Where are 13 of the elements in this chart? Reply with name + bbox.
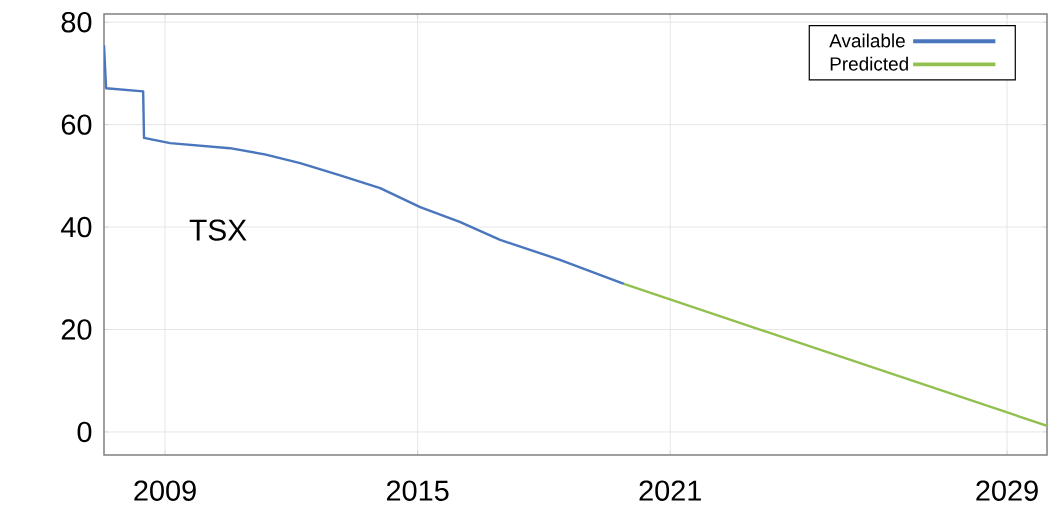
x-tick-label: 2009 [134, 480, 196, 501]
annotation: TSX [189, 219, 247, 241]
y-tick-label: 20 [61, 319, 92, 340]
legend-label: Predicted [830, 56, 908, 71]
y-tick-label: 80 [61, 11, 92, 33]
y-tick-label: 40 [61, 216, 92, 238]
line-series [104, 44, 626, 286]
y-tick-label: 60 [61, 114, 92, 135]
legend-label: Available [829, 33, 905, 48]
x-tick-label: 2015 [386, 480, 449, 501]
x-tick-label: 2021 [639, 480, 701, 501]
y-tick-label: 0 [77, 421, 92, 443]
x-tick-label: 2029 [976, 480, 1038, 501]
